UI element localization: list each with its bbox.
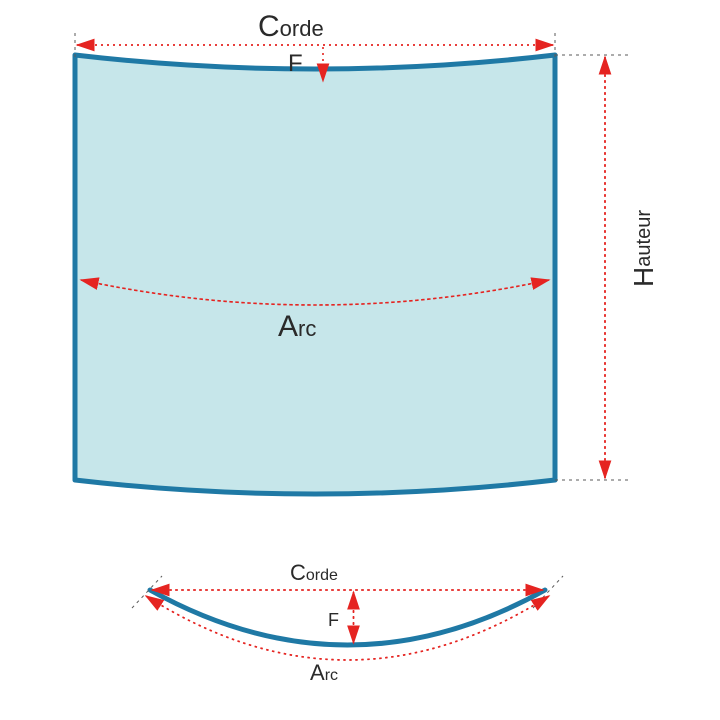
label-arc-main: Arc — [278, 310, 316, 344]
main-panel — [75, 55, 555, 494]
label-f-main: F — [288, 50, 303, 78]
diagram-svg — [0, 0, 720, 720]
label-arc-small: Arc — [310, 660, 338, 686]
small-arc — [150, 590, 545, 645]
label-corde-small: Corde — [290, 560, 338, 586]
label-corde-main: Corde — [258, 10, 324, 44]
label-f-small: F — [328, 610, 339, 631]
label-hauteur: Hauteur — [628, 210, 660, 287]
